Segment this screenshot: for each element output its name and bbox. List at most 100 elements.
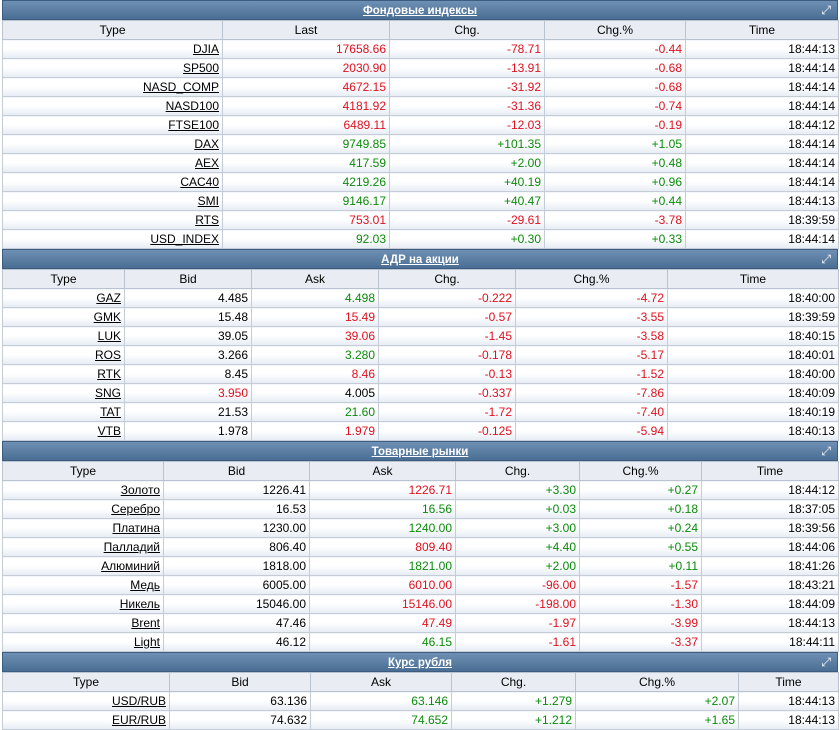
instrument-link[interactable]: Золото [120, 483, 160, 497]
value-cell: 16.53 [163, 499, 310, 519]
value-cell: 18:44:06 [701, 537, 839, 557]
value-cell: 4672.15 [222, 77, 390, 97]
expand-icon[interactable]: ⤢ [821, 3, 831, 17]
value-cell: 9749.85 [222, 134, 390, 154]
value-cell: 18:44:13 [738, 691, 839, 711]
instrument-link[interactable]: SP500 [182, 61, 219, 75]
instrument-link[interactable]: GAZ [96, 291, 121, 305]
instrument-link[interactable]: TAT [100, 405, 121, 419]
value-cell: -0.68 [544, 58, 686, 78]
section-title-link[interactable]: Товарные рынки [371, 446, 469, 458]
value-cell: 4181.92 [222, 96, 390, 116]
value-cell: 21.60 [251, 402, 379, 422]
instrument-link[interactable]: NASD_COMP [142, 80, 219, 94]
section-title-link[interactable]: Курс рубля [388, 657, 452, 669]
value-cell: 18:40:09 [667, 383, 839, 403]
instrument-link[interactable]: VTB [97, 424, 121, 438]
value-cell: 18:41:26 [701, 556, 839, 576]
table-row: ROS 3.266 3.280 -0.178 -5.17 18:40:01 [2, 345, 839, 365]
section-title-link[interactable]: Фондовые индексы [362, 5, 478, 17]
instrument-link[interactable]: CAC40 [180, 175, 219, 189]
value-cell: -0.74 [544, 96, 686, 116]
expand-icon[interactable]: ⤢ [821, 444, 831, 458]
column-header: Chg. [455, 461, 580, 481]
instrument-link[interactable]: FTSE100 [168, 118, 219, 132]
instrument-link[interactable]: USD_INDEX [150, 232, 219, 246]
instrument-link[interactable]: Платина [112, 521, 160, 535]
value-cell: -3.58 [515, 326, 668, 346]
value-cell: 4.498 [251, 288, 379, 308]
instrument-link[interactable]: SMI [197, 194, 219, 208]
instrument-cell: Палладий [2, 537, 164, 557]
value-cell: +4.40 [455, 537, 580, 557]
value-cell: 18:40:00 [667, 288, 839, 308]
value-cell: +2.00 [455, 556, 580, 576]
instrument-link[interactable]: Медь [130, 578, 160, 592]
instrument-cell: RTS [2, 210, 223, 230]
instrument-link[interactable]: DJIA [192, 42, 219, 56]
instrument-link[interactable]: LUK [97, 329, 121, 343]
column-header-row: Type Bid Ask Chg. Chg.% Time [2, 672, 839, 692]
value-cell: +0.48 [544, 153, 686, 173]
value-cell: -1.72 [378, 402, 516, 422]
instrument-link[interactable]: Light [133, 635, 160, 649]
value-cell: +0.33 [544, 229, 686, 249]
value-cell: -31.36 [389, 96, 545, 116]
instrument-cell: SMI [2, 191, 223, 211]
value-cell: +1.279 [451, 691, 576, 711]
instrument-link[interactable]: Brent [131, 616, 160, 630]
instrument-link[interactable]: AEX [194, 156, 219, 170]
instrument-cell: GAZ [2, 288, 125, 308]
value-cell: -4.72 [515, 288, 668, 308]
value-cell: -3.99 [579, 613, 702, 633]
instrument-link[interactable]: Алюминий [101, 559, 160, 573]
value-cell: 18:44:14 [685, 153, 839, 173]
value-cell: 15046.00 [163, 594, 310, 614]
table-row: EUR/RUB 74.632 74.652 +1.212 +1.65 18:44:13 [2, 710, 839, 730]
value-cell: 18:44:14 [685, 58, 839, 78]
column-header: Bid [124, 269, 252, 289]
value-cell: -3.37 [579, 632, 702, 652]
value-cell: 18:44:13 [685, 191, 839, 211]
value-cell: -0.178 [378, 345, 516, 365]
instrument-link[interactable]: Серебро [111, 502, 160, 516]
instrument-link[interactable]: GMK [93, 310, 121, 324]
instrument-link[interactable]: EUR/RUB [111, 713, 166, 727]
instrument-cell: AEX [2, 153, 223, 173]
column-header: Chg.% [544, 20, 686, 40]
table-row: AEX 417.59 +2.00 +0.48 18:44:14 [2, 153, 839, 173]
section-title-link[interactable]: АДР на акции [381, 254, 459, 266]
column-header: Chg. [378, 269, 516, 289]
instrument-link[interactable]: DAX [194, 137, 219, 151]
instrument-link[interactable]: RTS [195, 213, 219, 227]
instrument-link[interactable]: Никель [119, 597, 160, 611]
instrument-cell: VTB [2, 421, 125, 441]
value-cell: -1.52 [515, 364, 668, 384]
instrument-link[interactable]: USD/RUB [111, 694, 166, 708]
instrument-cell: Медь [2, 575, 164, 595]
instrument-link[interactable]: RTK [97, 367, 121, 381]
instrument-cell: Золото [2, 480, 164, 500]
value-cell: +3.30 [455, 480, 580, 500]
instrument-link[interactable]: Палладий [103, 540, 160, 554]
expand-icon[interactable]: ⤢ [821, 252, 831, 266]
column-header: Chg.% [575, 672, 739, 692]
value-cell: 21.53 [124, 402, 252, 422]
value-cell: -1.30 [579, 594, 702, 614]
value-cell: 809.40 [309, 537, 456, 557]
value-cell: 16.56 [309, 499, 456, 519]
instrument-cell: LUK [2, 326, 125, 346]
value-cell: 18:44:13 [685, 39, 839, 59]
column-header: Time [701, 461, 839, 481]
expand-icon[interactable]: ⤢ [821, 655, 831, 669]
instrument-link[interactable]: ROS [94, 348, 121, 362]
value-cell: 46.12 [163, 632, 310, 652]
value-cell: +0.11 [579, 556, 702, 576]
value-cell: 1.978 [124, 421, 252, 441]
value-cell: +40.47 [389, 191, 545, 211]
column-header: Last [222, 20, 390, 40]
value-cell: 6489.11 [222, 115, 390, 135]
instrument-link[interactable]: SNG [94, 386, 121, 400]
column-header: Type [2, 461, 164, 481]
instrument-link[interactable]: NASD100 [165, 99, 219, 113]
